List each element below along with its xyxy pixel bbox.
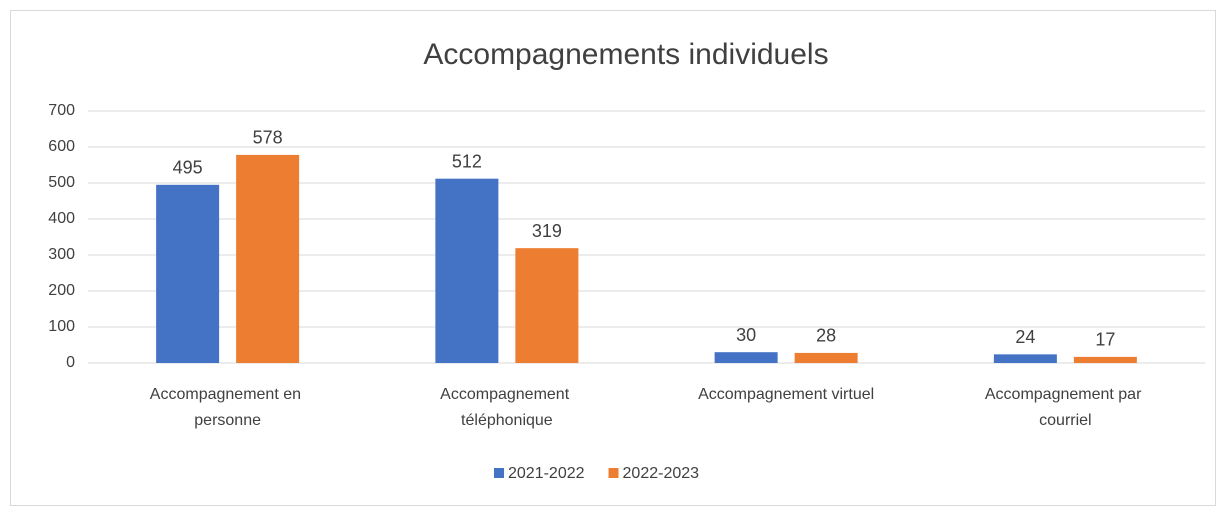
y-tick-label: 600 [48, 138, 75, 155]
data-label: 495 [173, 158, 203, 178]
bar [515, 248, 579, 363]
bar [993, 354, 1057, 363]
bar [1073, 356, 1137, 363]
y-tick-label: 700 [48, 102, 75, 119]
chart-title: Accompagnements individuels [423, 38, 828, 71]
y-tick-label: 100 [48, 318, 75, 335]
bar [794, 352, 858, 363]
y-tick-label: 300 [48, 246, 75, 263]
data-label: 30 [736, 325, 756, 345]
bar [236, 154, 300, 363]
bar [714, 352, 778, 363]
data-label: 512 [452, 151, 482, 171]
x-tick-label: Accompagnement virtuel [698, 386, 874, 403]
x-tick-label: Accompagnement en personne [150, 386, 306, 429]
y-tick-label: 500 [48, 174, 75, 191]
legend-swatch [494, 468, 504, 478]
legend-label: 2022-2023 [623, 465, 700, 482]
bar [435, 178, 499, 363]
legend-label: 2021-2022 [508, 465, 585, 482]
y-tick-label: 0 [66, 354, 75, 371]
x-tick-label: Accompagnement téléphonique [440, 386, 573, 429]
bar [156, 184, 220, 363]
data-label: 319 [532, 221, 562, 241]
legend-swatch [608, 468, 619, 478]
y-tick-label: 200 [48, 282, 75, 299]
x-tick-label: Accompagnement par courriel [985, 386, 1146, 429]
y-tick-label: 400 [48, 210, 75, 227]
data-label: 17 [1095, 330, 1115, 350]
data-label: 578 [253, 128, 283, 148]
data-label: 28 [816, 326, 836, 346]
data-label: 24 [1015, 327, 1035, 347]
